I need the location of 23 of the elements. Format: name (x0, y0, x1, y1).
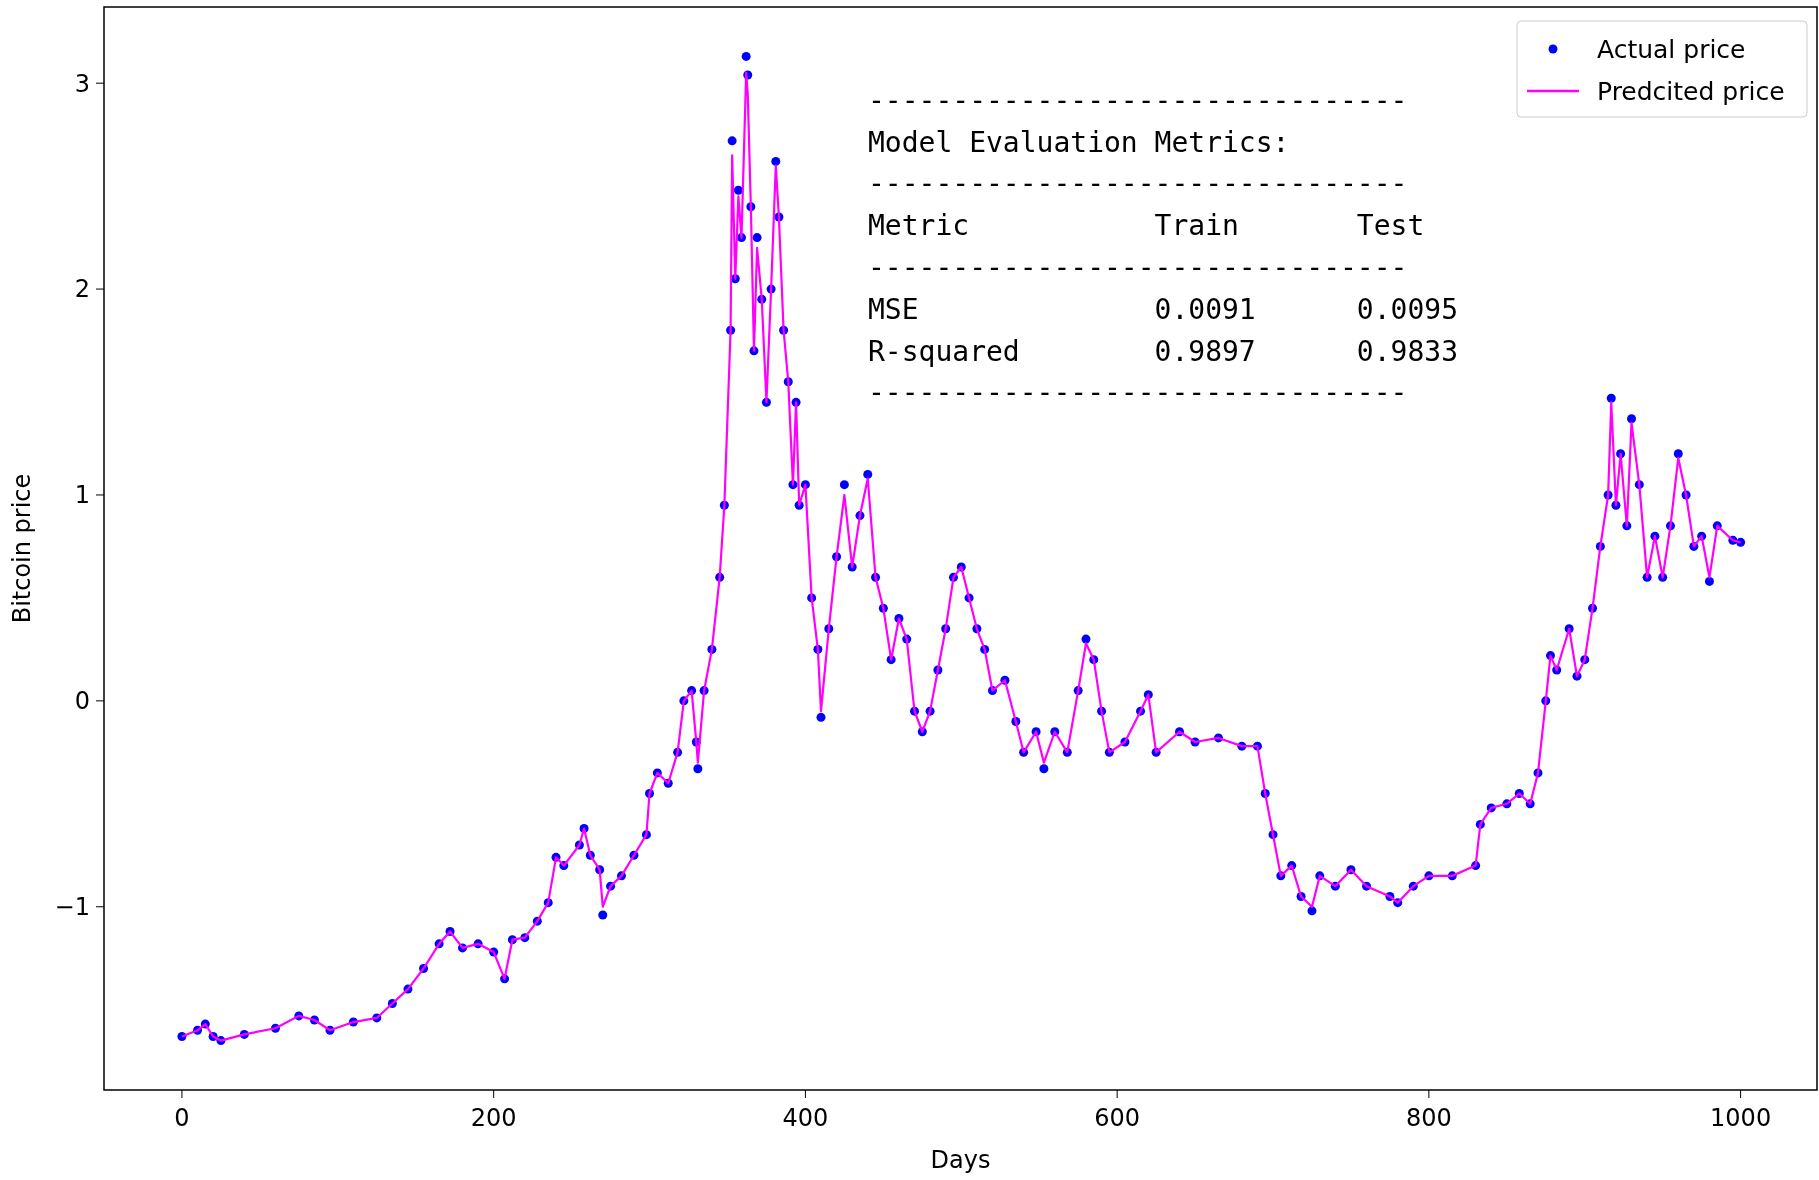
y-tick-label: 0 (74, 687, 90, 716)
x-tick-label: 0 (174, 1104, 190, 1132)
y-tick-label: −1 (54, 893, 90, 922)
annotation: -------------------------------- (868, 167, 1408, 201)
x-tick-label: 1000 (1710, 1104, 1772, 1132)
y-tick-label: 2 (74, 275, 90, 304)
annotation: -------------------------------- (868, 83, 1408, 117)
y-tick-label: 1 (74, 481, 90, 510)
y-tick-label: 3 (74, 69, 90, 98)
x-tick-label: 800 (1405, 1104, 1452, 1132)
annotation: R-squared 0.9897 0.9833 (868, 334, 1459, 368)
x-tick-label: 400 (782, 1104, 829, 1132)
x-tick-label: 200 (470, 1104, 517, 1132)
x-axis-title: Days (930, 1146, 991, 1174)
annotation: Metric Train Test (868, 209, 1425, 243)
y-axis-title: Bitcoin price (8, 473, 36, 624)
annotation: MSE 0.0091 0.0095 (868, 292, 1459, 326)
legend-label: Predcited price (1597, 76, 1785, 106)
annotation: -------------------------------- (868, 376, 1408, 410)
annotation: Model Evaluation Metrics: (868, 125, 1290, 159)
x-tick-label: 600 (1094, 1104, 1141, 1132)
annotation: -------------------------------- (868, 251, 1408, 284)
legend-label: Actual price (1597, 34, 1746, 64)
